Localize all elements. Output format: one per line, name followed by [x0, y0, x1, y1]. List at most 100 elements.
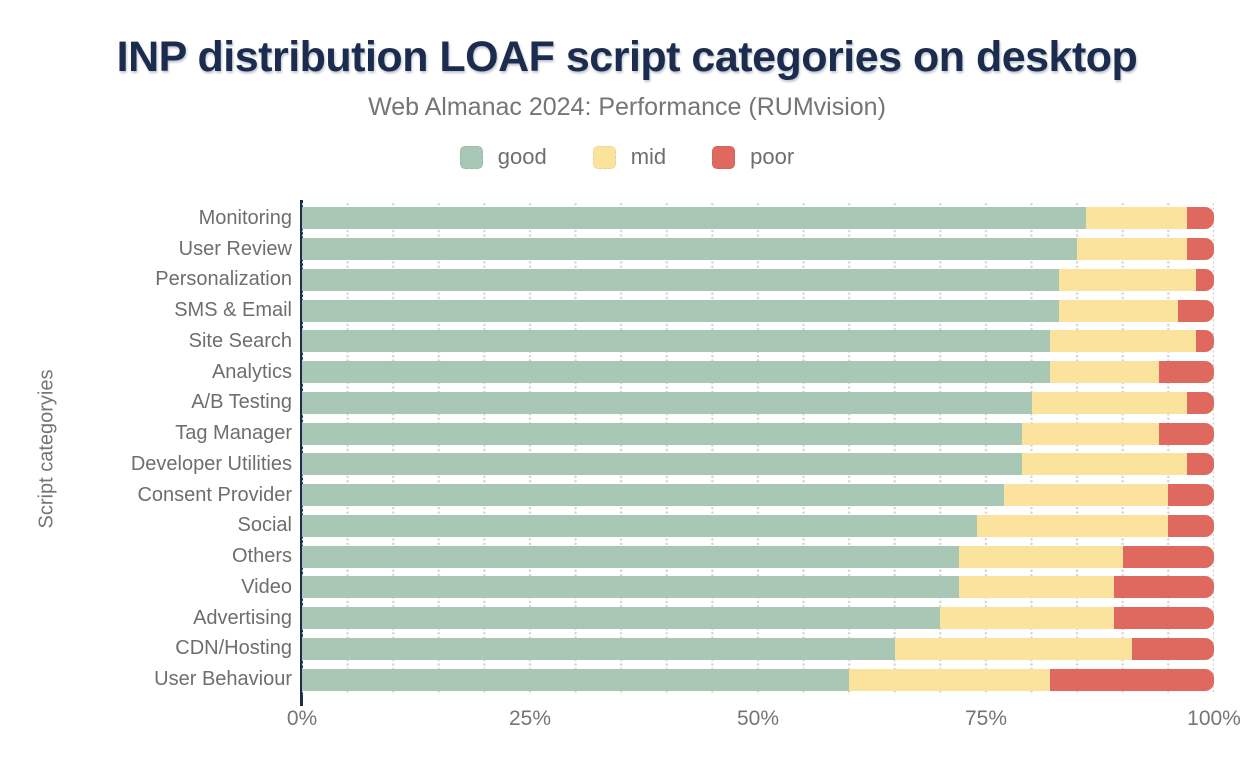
- category-label-user-review: User Review: [178, 237, 292, 260]
- bar-row-consent-provider: [302, 480, 1214, 511]
- bar-row-monitoring: [302, 203, 1214, 234]
- y-axis-line: [300, 200, 303, 706]
- category-label-social: Social: [237, 514, 292, 537]
- legend-swatch-poor: [712, 145, 736, 169]
- bar-segment-poor-personalization[interactable]: [1195, 268, 1214, 291]
- bar-segment-good-advertising[interactable]: [302, 607, 941, 630]
- stacked-bar-advertising: [302, 607, 1214, 630]
- bar-segment-mid-user-review[interactable]: [1077, 238, 1187, 261]
- bar-segment-mid-site-search[interactable]: [1049, 330, 1196, 353]
- bar-segment-good-consent-provider[interactable]: [302, 484, 1005, 507]
- x-tick-0: 0%: [286, 707, 318, 730]
- bar-segment-poor-tag-manager[interactable]: [1159, 422, 1214, 445]
- stacked-bar-video: [302, 576, 1214, 599]
- bar-segment-mid-social[interactable]: [976, 514, 1169, 537]
- bar-segment-poor-cdn-hosting[interactable]: [1131, 637, 1214, 660]
- bar-segment-poor-advertising[interactable]: [1113, 607, 1214, 630]
- bar-segment-mid-monitoring[interactable]: [1086, 207, 1187, 230]
- stacked-bar-user-review: [302, 238, 1214, 261]
- bar-segment-mid-cdn-hosting[interactable]: [894, 637, 1132, 660]
- x-tick-50: 50%: [736, 707, 780, 730]
- category-label-video: Video: [241, 575, 292, 598]
- bar-segment-poor-user-review[interactable]: [1186, 238, 1214, 261]
- bar-segment-poor-user-behaviour[interactable]: [1049, 668, 1214, 691]
- category-label-developer-utilities: Developer Utilities: [130, 452, 292, 475]
- x-tick-25: 25%: [508, 707, 552, 730]
- bar-segment-mid-analytics[interactable]: [1049, 361, 1160, 384]
- category-label-monitoring: Monitoring: [198, 206, 292, 229]
- bar-segment-poor-monitoring[interactable]: [1186, 207, 1214, 230]
- bar-segment-good-tag-manager[interactable]: [302, 422, 1023, 445]
- stacked-bar-a-b-testing: [302, 391, 1214, 414]
- bar-segment-mid-sms-email[interactable]: [1058, 299, 1178, 322]
- stacked-bar-developer-utilities: [302, 453, 1214, 476]
- bar-segment-poor-sms-email[interactable]: [1177, 299, 1214, 322]
- bar-segment-good-cdn-hosting[interactable]: [302, 637, 895, 660]
- bar-segment-good-analytics[interactable]: [302, 361, 1050, 384]
- stacked-bar-social: [302, 514, 1214, 537]
- stacked-bar-sms-email: [302, 299, 1214, 322]
- bar-row-sms-email: [302, 295, 1214, 326]
- bar-row-user-behaviour: [302, 664, 1214, 695]
- bar-segment-poor-developer-utilities[interactable]: [1186, 453, 1214, 476]
- bar-segment-poor-social[interactable]: [1168, 514, 1214, 537]
- x-tick-75: 75%: [964, 707, 1008, 730]
- bar-segment-mid-a-b-testing[interactable]: [1031, 391, 1187, 414]
- category-label-site-search: Site Search: [188, 329, 292, 352]
- bar-row-a-b-testing: [302, 388, 1214, 419]
- bar-segment-poor-video[interactable]: [1113, 576, 1214, 599]
- bar-segment-mid-developer-utilities[interactable]: [1022, 453, 1187, 476]
- bar-segment-mid-others[interactable]: [958, 545, 1123, 568]
- bar-segment-good-others[interactable]: [302, 545, 959, 568]
- bar-segment-mid-consent-provider[interactable]: [1004, 484, 1169, 507]
- legend-label: mid: [630, 144, 667, 169]
- bar-row-video: [302, 572, 1214, 603]
- bar-row-tag-manager: [302, 418, 1214, 449]
- bar-segment-good-developer-utilities[interactable]: [302, 453, 1023, 476]
- bar-segment-good-monitoring[interactable]: [302, 207, 1087, 230]
- stacked-bar-tag-manager: [302, 422, 1214, 445]
- bar-segment-good-site-search[interactable]: [302, 330, 1050, 353]
- bar-segment-good-social[interactable]: [302, 514, 977, 537]
- bar-segment-good-a-b-testing[interactable]: [302, 391, 1032, 414]
- x-axis-ticks: 0% 25% 50% 75% 100%: [287, 707, 1241, 737]
- bar-row-site-search: [302, 326, 1214, 357]
- legend-item-mid[interactable]: mid: [592, 144, 667, 170]
- legend-item-good[interactable]: good: [459, 144, 547, 170]
- x-tick-100: 100%: [1187, 707, 1241, 730]
- bar-segment-good-user-review[interactable]: [302, 238, 1078, 261]
- bar-segment-poor-consent-provider[interactable]: [1168, 484, 1214, 507]
- legend-label: good: [497, 144, 547, 169]
- stacked-bar-others: [302, 545, 1214, 568]
- plot-area: [302, 203, 1214, 695]
- category-labels: Monitoring User Review Personalization SMS …: [0, 203, 292, 695]
- bar-segment-mid-advertising[interactable]: [940, 607, 1114, 630]
- bar-segment-poor-others[interactable]: [1122, 545, 1214, 568]
- chart-title: INP distribution LOAF script categories …: [116, 33, 1138, 81]
- bar-row-others: [302, 541, 1214, 572]
- stacked-bar-personalization: [302, 268, 1214, 291]
- bar-segment-mid-video[interactable]: [958, 576, 1114, 599]
- bar-segment-good-sms-email[interactable]: [302, 299, 1059, 322]
- bar-row-advertising: [302, 603, 1214, 634]
- legend-item-poor[interactable]: poor: [712, 144, 794, 170]
- bar-segment-mid-tag-manager[interactable]: [1022, 422, 1160, 445]
- bar-row-personalization: [302, 265, 1214, 296]
- bar-segment-poor-a-b-testing[interactable]: [1186, 391, 1214, 414]
- legend-swatch-good: [459, 145, 483, 169]
- bar-segment-good-personalization[interactable]: [302, 268, 1059, 291]
- stacked-bar-cdn-hosting: [302, 637, 1214, 660]
- bar-segment-mid-user-behaviour[interactable]: [849, 668, 1050, 691]
- stacked-bar-analytics: [302, 361, 1214, 384]
- category-label-a-b-testing: A/B Testing: [191, 391, 292, 414]
- category-label-user-behaviour: User Behaviour: [154, 668, 292, 691]
- bar-row-analytics: [302, 357, 1214, 388]
- category-label-personalization: Personalization: [155, 268, 292, 291]
- bar-segment-good-user-behaviour[interactable]: [302, 668, 850, 691]
- bar-segment-poor-site-search[interactable]: [1195, 330, 1214, 353]
- stacked-bar-user-behaviour: [302, 668, 1214, 691]
- bar-segment-good-video[interactable]: [302, 576, 959, 599]
- stacked-bar-monitoring: [302, 207, 1214, 230]
- bar-segment-poor-analytics[interactable]: [1159, 361, 1214, 384]
- bar-segment-mid-personalization[interactable]: [1058, 268, 1196, 291]
